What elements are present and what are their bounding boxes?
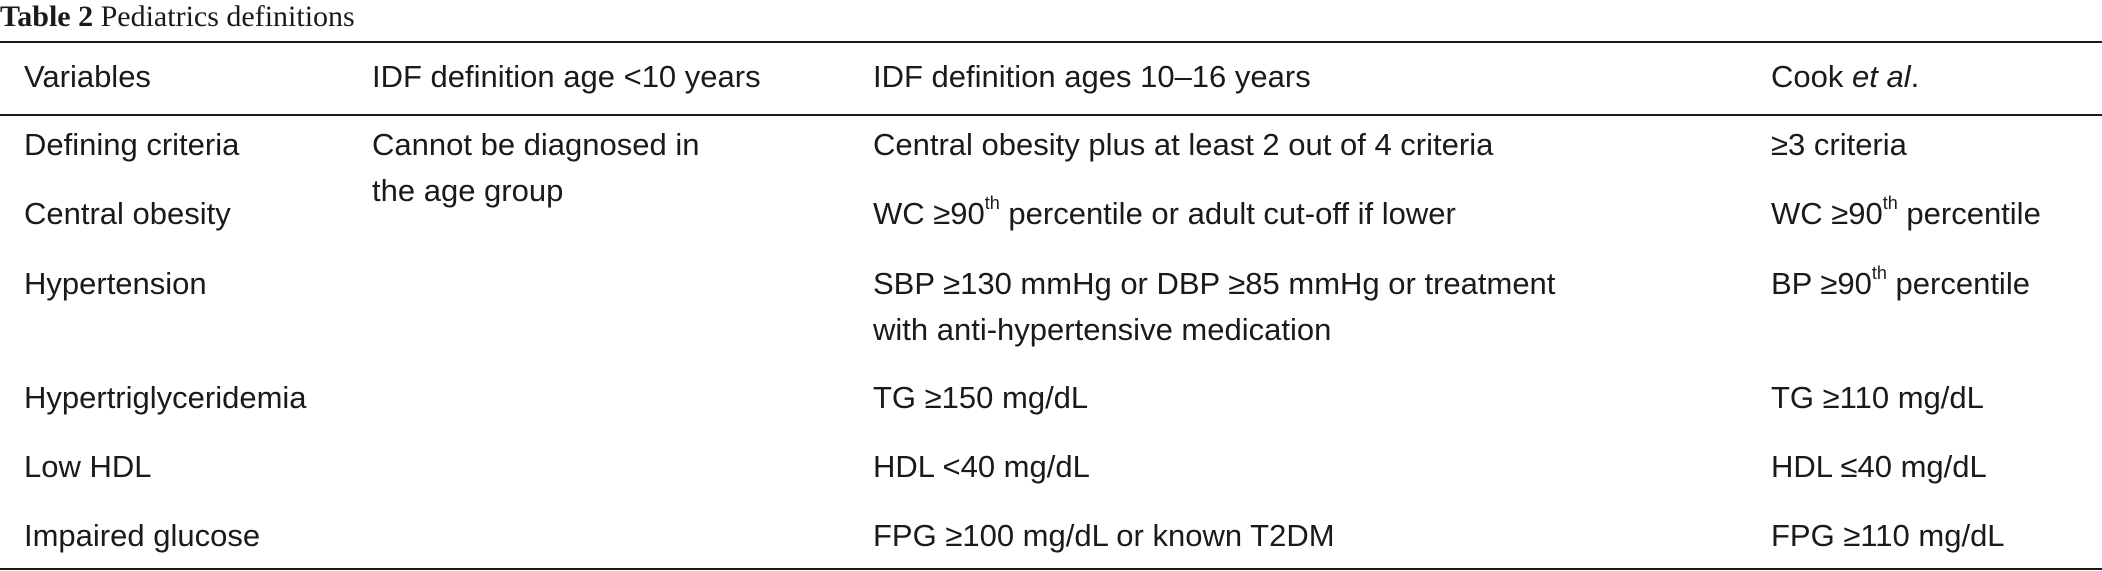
under10-note-line1: Cannot be diagnosed in <box>372 127 700 162</box>
cook-value-rest: percentile <box>1897 196 2041 231</box>
header-idf-10-16: IDF definition ages 10–16 years <box>873 59 1311 94</box>
row-variable: Central obesity <box>24 196 231 231</box>
header-cook-name: Cook <box>1771 59 1852 94</box>
row-idf-value: TG ≥150 mg/dL <box>873 380 1089 415</box>
header-cook: Cook et al. <box>1771 54 1919 100</box>
cook-value-text: WC ≥90 <box>1771 196 1883 231</box>
row-cook-value: FPG ≥110 mg/dL <box>1771 518 2005 553</box>
row-idf-value: FPG ≥100 mg/dL or known T2DM <box>873 518 1335 553</box>
table-label: Table 2 <box>0 0 94 33</box>
header-cook-etal: et al <box>1851 59 1911 94</box>
top-rule <box>0 41 2102 43</box>
header-rule <box>0 114 2102 116</box>
header-cook-period: . <box>1910 59 1920 94</box>
row-cook-value: TG ≥110 mg/dL <box>1771 380 1984 415</box>
row-idf-value-line2: with anti-hypertensive medication <box>873 312 1332 347</box>
row-variable: Defining criteria <box>24 127 240 162</box>
header-idf-under10: IDF definition age <10 years <box>372 59 761 94</box>
row-variable: Hypertriglyceridemia <box>24 380 307 415</box>
row-cook-value: ≥3 criteria <box>1771 127 1907 162</box>
table-caption: Table 2 Pediatrics definitions <box>0 0 355 40</box>
header-variables: Variables <box>24 59 151 94</box>
row-idf-value: WC ≥90th percentile or adult cut-off if … <box>873 191 1456 237</box>
cook-value-sup: th <box>1871 262 1887 283</box>
row-cook-value: BP ≥90th percentile <box>1771 261 2030 307</box>
table-title: Pediatrics definitions <box>100 0 355 33</box>
row-idf-value: HDL <40 mg/dL <box>873 449 1090 484</box>
row-variable: Hypertension <box>24 266 207 301</box>
row-idf-value: Central obesity plus at least 2 out of 4… <box>873 127 1494 162</box>
cook-value-text: BP ≥90 <box>1771 266 1872 301</box>
idf-value-rest: percentile or adult cut-off if lower <box>999 196 1456 231</box>
bottom-rule <box>0 568 2102 570</box>
row-variable: Impaired glucose <box>24 518 261 553</box>
row-cook-value: HDL ≤40 mg/dL <box>1771 449 1987 484</box>
cook-value-sup: th <box>1882 192 1898 213</box>
cook-value-rest: percentile <box>1886 266 2030 301</box>
idf-value-text: WC ≥90 <box>873 196 985 231</box>
row-cook-value: WC ≥90th percentile <box>1771 191 2041 237</box>
idf-value-sup: th <box>984 192 1000 213</box>
row-idf-value-line1: SBP ≥130 mmHg or DBP ≥85 mmHg or treatme… <box>873 266 1556 301</box>
under10-note-line2: the age group <box>372 173 564 208</box>
row-variable: Low HDL <box>24 449 152 484</box>
